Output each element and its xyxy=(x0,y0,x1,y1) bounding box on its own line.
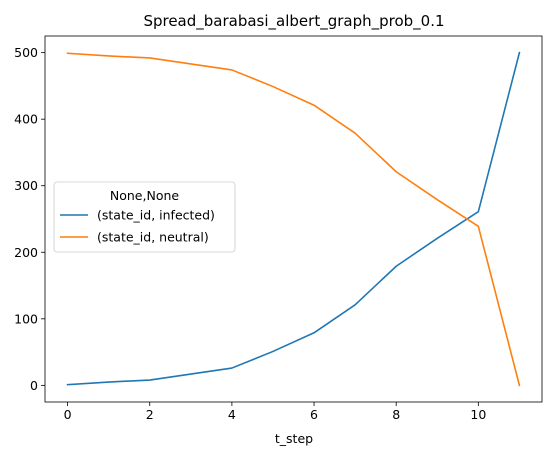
y-tick-label: 400 xyxy=(14,112,38,127)
y-tick-label: 0 xyxy=(30,378,38,393)
y-axis: 0 100 200 300 400 500 xyxy=(14,45,45,393)
legend-entry-label: (state_id, infected) xyxy=(97,208,215,223)
chart-title: Spread_barabasi_albert_graph_prob_0.1 xyxy=(143,12,444,31)
x-tick-label: 6 xyxy=(310,407,318,422)
x-tick-label: 4 xyxy=(228,407,236,422)
y-tick-label: 300 xyxy=(14,178,38,193)
x-tick-label: 8 xyxy=(392,407,400,422)
x-tick-label: 10 xyxy=(470,407,486,422)
series-line-1 xyxy=(66,52,521,387)
y-tick-label: 100 xyxy=(14,311,38,326)
y-tick-label: 500 xyxy=(14,45,38,60)
x-tick-label: 2 xyxy=(146,407,154,422)
legend: None,None (state_id, infected) (state_id,… xyxy=(53,181,236,253)
x-tick-label: 0 xyxy=(64,407,72,422)
legend-title: None,None xyxy=(110,188,180,203)
x-axis: 0 2 4 6 8 10 xyxy=(64,402,486,422)
x-axis-label: t_step xyxy=(275,431,313,446)
y-tick-label: 200 xyxy=(14,245,38,260)
plot-area xyxy=(66,51,521,387)
plot-frame xyxy=(44,35,543,403)
series-line-0 xyxy=(66,51,521,386)
legend-entry-label: (state_id, neutral) xyxy=(97,230,209,245)
legend-frame xyxy=(53,181,236,253)
